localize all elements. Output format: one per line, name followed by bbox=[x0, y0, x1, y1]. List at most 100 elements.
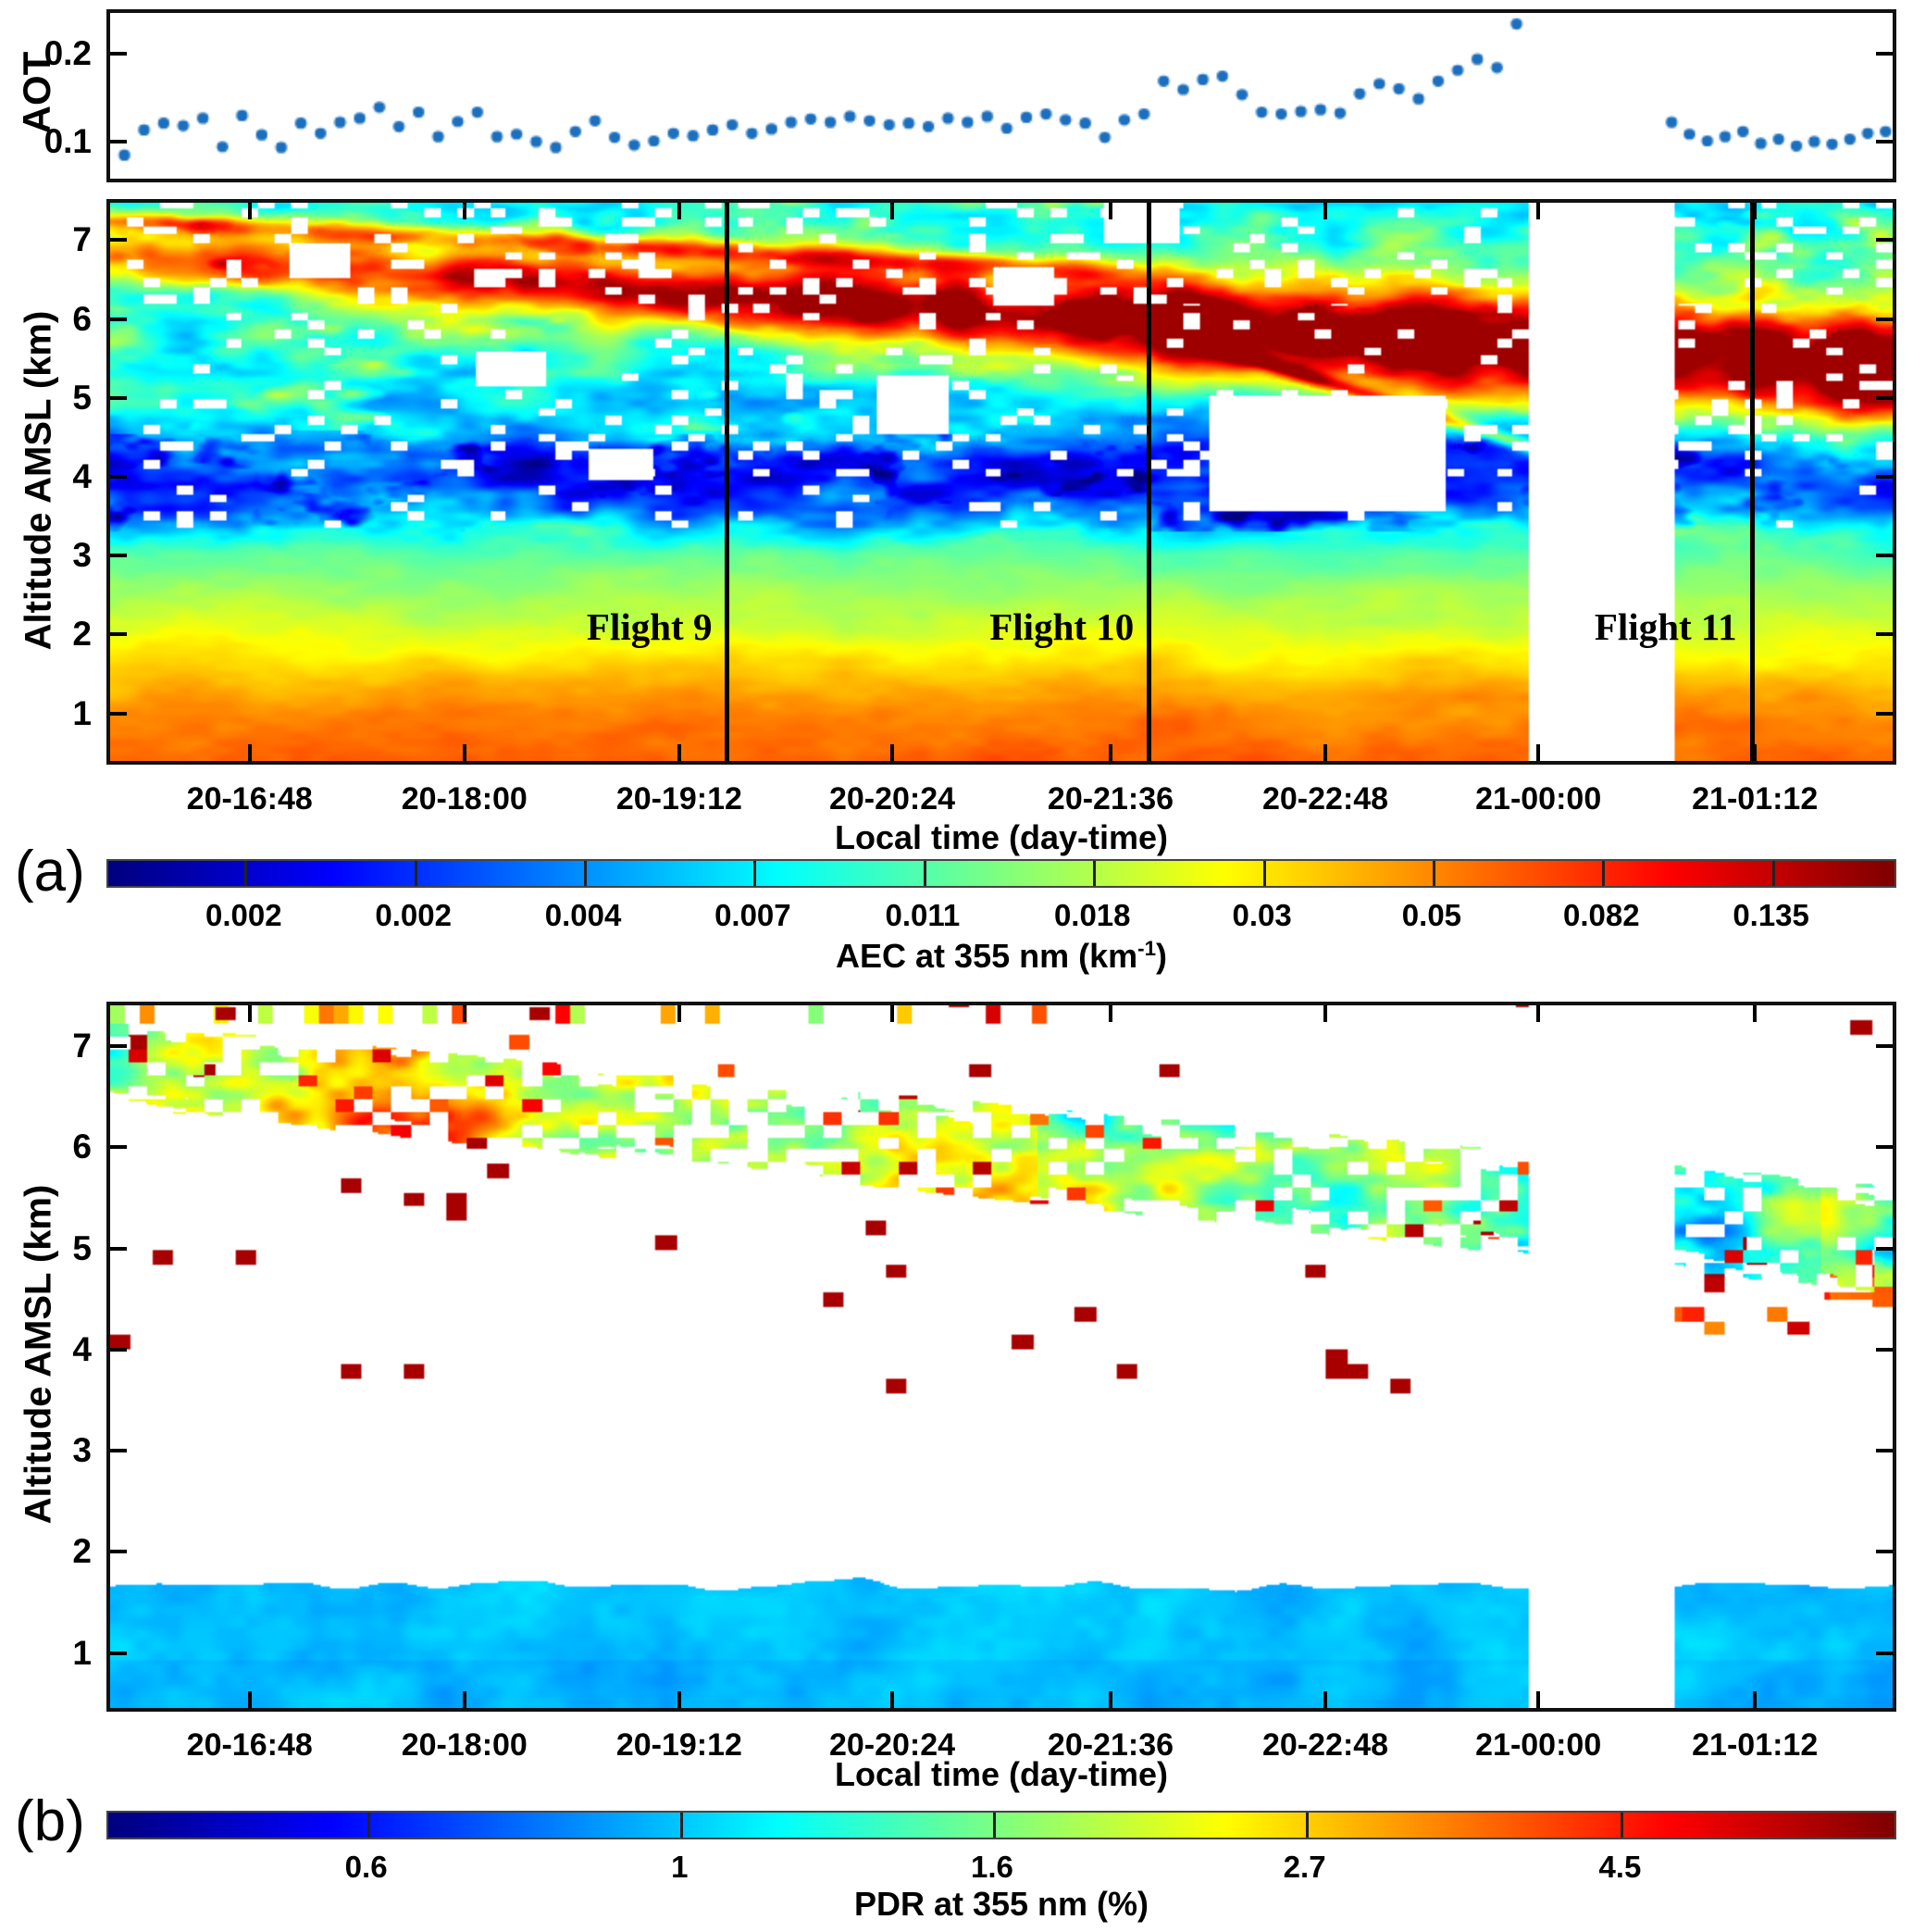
x-tick-mark bbox=[677, 203, 681, 219]
y-tick-label: 4 bbox=[72, 1329, 92, 1368]
y-tick-label: 3 bbox=[72, 1431, 92, 1470]
x-tick-mark bbox=[247, 203, 252, 219]
flight-label: Flight 11 bbox=[1594, 605, 1737, 648]
colorbar-tick-label: 0.135 bbox=[1733, 898, 1809, 932]
y-tick-mark bbox=[1876, 1246, 1893, 1251]
panel-a-x-axis-title: Local time (day-time) bbox=[834, 818, 1169, 856]
colorbar-tick-mark bbox=[923, 861, 926, 886]
colorbar-tick-mark bbox=[1093, 861, 1097, 886]
y-tick-mark bbox=[110, 711, 127, 716]
y-tick-label: 7 bbox=[72, 1027, 92, 1066]
x-tick-mark bbox=[247, 1691, 252, 1708]
x-tick-mark bbox=[1536, 203, 1541, 219]
y-tick-label: 3 bbox=[72, 536, 92, 575]
aot-y-tick-mark bbox=[110, 140, 127, 144]
y-tick-mark bbox=[110, 1044, 127, 1049]
y-tick-label: 5 bbox=[72, 378, 92, 417]
colorbar-tick-mark bbox=[1305, 1813, 1309, 1838]
flight-label: Flight 10 bbox=[989, 605, 1135, 648]
y-tick-mark bbox=[1876, 632, 1893, 637]
colorbar-tick-mark bbox=[753, 861, 757, 886]
colorbar-tick-label: 2.7 bbox=[1283, 1850, 1326, 1884]
y-tick-mark bbox=[110, 1550, 127, 1554]
x-tick-label: 20-20:24 bbox=[828, 1727, 956, 1763]
panel-b-letter: (b) bbox=[15, 1789, 85, 1853]
colorbar-tick-mark bbox=[1771, 861, 1775, 886]
x-tick-label: 20-22:48 bbox=[1261, 1727, 1389, 1763]
y-tick-mark bbox=[1876, 1651, 1893, 1655]
colorbar-tick-label: 0.05 bbox=[1401, 898, 1462, 932]
x-tick-mark bbox=[462, 203, 466, 219]
y-tick-mark bbox=[110, 1145, 127, 1150]
y-tick-mark bbox=[1876, 554, 1893, 558]
colorbar-tick-mark bbox=[1602, 861, 1606, 886]
y-tick-mark bbox=[1876, 395, 1893, 400]
colorbar-tick-label: 0.007 bbox=[714, 898, 791, 932]
x-tick-mark bbox=[890, 744, 895, 761]
x-tick-mark bbox=[1323, 203, 1328, 219]
pdr-heatmap-canvas bbox=[110, 1005, 1893, 1708]
colorbar-tick-mark bbox=[1262, 861, 1266, 886]
x-tick-label: 20-20:24 bbox=[828, 781, 956, 816]
x-tick-label: 20-16:48 bbox=[186, 781, 313, 816]
pdr-colorbar-title-main: PDR at 355 nm (%) bbox=[853, 1885, 1149, 1923]
x-tick-mark bbox=[1753, 744, 1758, 761]
aot-y-tick-mark bbox=[1876, 52, 1893, 56]
flight-marker-line bbox=[725, 203, 730, 761]
x-tick-label: 20-19:12 bbox=[615, 1727, 742, 1763]
x-tick-mark bbox=[1323, 744, 1328, 761]
y-tick-mark bbox=[1876, 1550, 1893, 1554]
colorbar-tick-mark bbox=[244, 861, 248, 886]
x-tick-label: 21-01:12 bbox=[1692, 1727, 1819, 1763]
x-tick-mark bbox=[1753, 1691, 1758, 1708]
colorbar-tick-mark bbox=[1432, 861, 1435, 886]
y-tick-label: 5 bbox=[72, 1228, 92, 1267]
x-tick-mark bbox=[890, 203, 895, 219]
aot-y-tick-label: 0.2 bbox=[43, 34, 92, 73]
x-tick-mark bbox=[677, 744, 681, 761]
colorbar-tick-label: 0.002 bbox=[205, 898, 282, 932]
x-tick-label: 21-00:00 bbox=[1475, 1727, 1602, 1763]
aot-y-tick-mark bbox=[1876, 140, 1893, 144]
aot-y-tick-mark bbox=[110, 52, 127, 56]
x-tick-mark bbox=[890, 1691, 895, 1708]
colorbar-tick-label: 4.5 bbox=[1598, 1850, 1642, 1884]
colorbar-tick-mark bbox=[414, 861, 417, 886]
y-tick-label: 2 bbox=[72, 615, 92, 654]
pdr-colorbar-gradient bbox=[108, 1813, 1894, 1838]
aec-colorbar-gradient bbox=[108, 861, 1894, 886]
colorbar-tick-label: 0.6 bbox=[344, 1850, 388, 1884]
x-tick-mark bbox=[677, 1691, 681, 1708]
x-tick-mark bbox=[1536, 1691, 1541, 1708]
y-tick-label: 4 bbox=[72, 456, 92, 495]
pdr-colorbar bbox=[106, 1811, 1896, 1839]
colorbar-tick-label: 1.6 bbox=[971, 1850, 1013, 1884]
panel-a-letter: (a) bbox=[15, 840, 85, 904]
aec-colorbar bbox=[106, 859, 1896, 888]
y-tick-mark bbox=[1876, 1449, 1893, 1453]
aot-scatter-canvas bbox=[110, 13, 1893, 179]
x-tick-mark bbox=[462, 1005, 466, 1022]
panel-a-y-axis-label: Altitude AMSL (km) bbox=[18, 310, 59, 651]
y-tick-mark bbox=[110, 1347, 127, 1352]
x-tick-mark bbox=[462, 1691, 466, 1708]
colorbar-tick-mark bbox=[584, 861, 588, 886]
colorbar-tick-label: 0.011 bbox=[885, 898, 961, 932]
aec-colorbar-title-end: ) bbox=[1155, 937, 1167, 975]
colorbar-tick-label: 0.002 bbox=[375, 898, 452, 932]
aec-colorbar-title: AEC at 355 nm (km-1) bbox=[836, 937, 1167, 976]
y-tick-mark bbox=[110, 1449, 127, 1453]
x-tick-mark bbox=[1536, 744, 1541, 761]
x-tick-label: 20-18:00 bbox=[401, 1727, 528, 1763]
colorbar-tick-label: 0.004 bbox=[544, 898, 622, 932]
y-tick-label: 6 bbox=[72, 1128, 92, 1166]
colorbar-tick-mark bbox=[680, 1813, 684, 1838]
x-tick-label: 21-00:00 bbox=[1475, 781, 1602, 816]
y-tick-label: 1 bbox=[72, 1633, 92, 1672]
x-tick-label: 20-18:00 bbox=[401, 781, 528, 816]
x-tick-mark bbox=[1108, 203, 1112, 219]
colorbar-tick-label: 0.018 bbox=[1053, 898, 1131, 932]
aec-heatmap-panel bbox=[106, 199, 1896, 765]
y-tick-mark bbox=[1876, 1145, 1893, 1150]
colorbar-tick-mark bbox=[1621, 1813, 1624, 1838]
